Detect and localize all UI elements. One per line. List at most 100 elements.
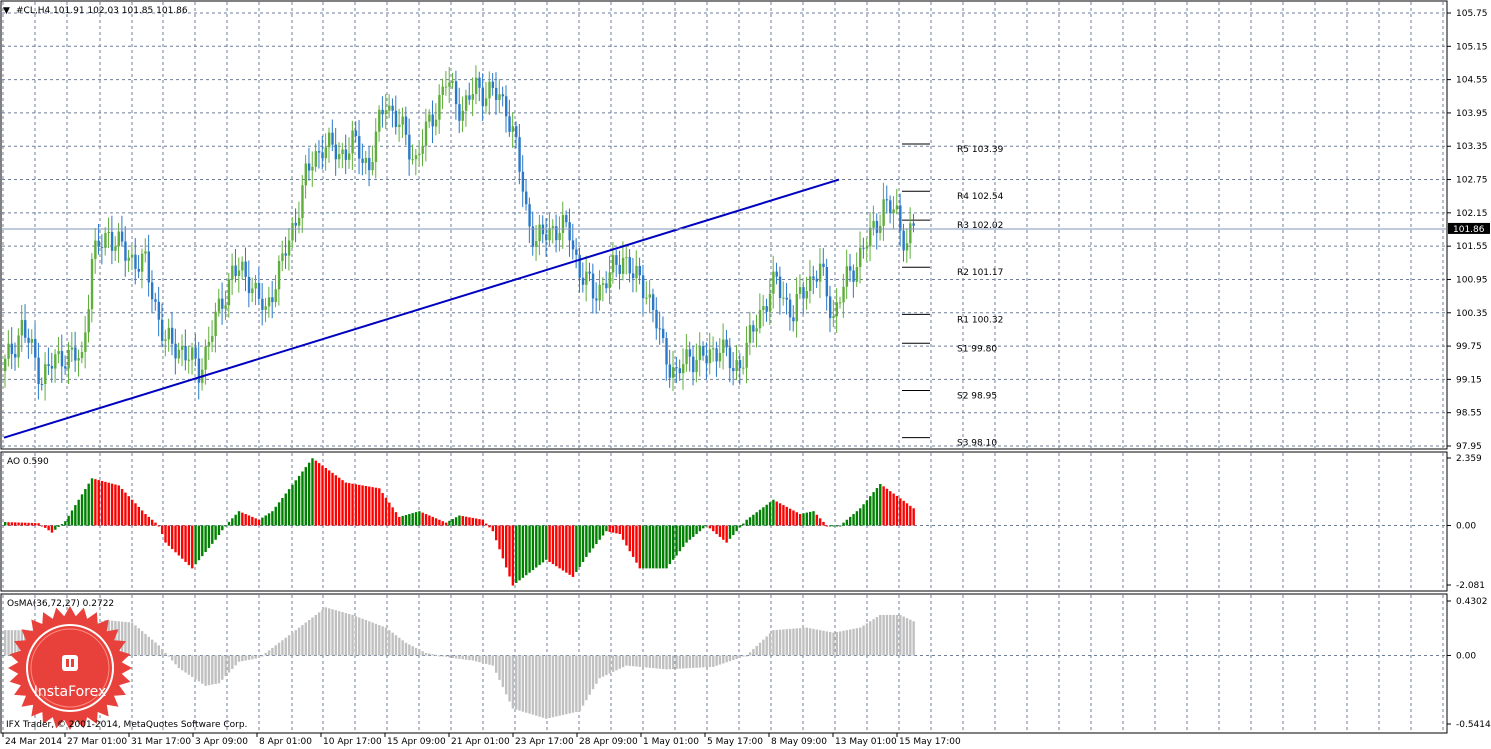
candle-body (7, 343, 10, 359)
histogram-bar (638, 525, 641, 569)
histogram-bar (307, 620, 311, 656)
histogram-bar (10, 522, 14, 526)
histogram-bar (140, 631, 144, 656)
histogram-bar (828, 525, 832, 527)
histogram-bar (448, 655, 451, 658)
candle-body (77, 358, 80, 361)
histogram-bar (177, 525, 181, 556)
histogram-bar (10, 630, 14, 656)
ao-tick-label: 0.00 (1456, 521, 1476, 531)
candle-body (478, 77, 481, 88)
histogram-bar (24, 522, 27, 526)
histogram-bar (60, 524, 64, 526)
candle-body (531, 226, 535, 247)
price-panel[interactable]: R5 103.39 R4 102.54 R3 102.02 R2 101.17 R1 1… (0, 0, 1490, 452)
histogram-bar (154, 522, 157, 526)
histogram-bar (698, 525, 702, 532)
candle-body (117, 231, 120, 247)
histogram-bar (134, 503, 137, 526)
histogram-bar (348, 483, 351, 526)
histogram-bar (458, 515, 461, 526)
histogram-bar (247, 655, 251, 660)
candle-body (608, 272, 611, 289)
histogram-bar (264, 652, 267, 656)
candle-body (224, 305, 227, 309)
osma-tick-label: -0.5414 (1456, 720, 1491, 730)
histogram-bar (164, 652, 167, 656)
histogram-bar (391, 632, 394, 656)
histogram-bar (555, 525, 558, 567)
candle-body (348, 153, 351, 160)
histogram-bar (541, 655, 545, 718)
histogram-bar (555, 655, 558, 717)
candle-body (391, 105, 394, 111)
candle-body (875, 220, 879, 233)
histogram-bar (368, 621, 371, 656)
histogram-bar (695, 525, 698, 535)
histogram-bar (411, 646, 414, 656)
histogram-bar (464, 655, 468, 660)
histogram-bar (64, 521, 67, 526)
candle-body (621, 257, 625, 274)
candle-body (661, 328, 665, 339)
candle-body (80, 351, 84, 359)
candle-body (501, 94, 505, 97)
histogram-bar (50, 525, 54, 533)
histogram-bar (641, 655, 645, 668)
candle-body (828, 296, 832, 319)
histogram-bar (327, 470, 331, 526)
histogram-bar (541, 525, 545, 563)
candle-body (852, 270, 855, 282)
histogram-bar (755, 645, 758, 656)
candle-body (762, 306, 765, 310)
time-tick-label: 28 Apr 09:00 (579, 737, 638, 747)
histogram-bar (157, 525, 161, 527)
candle-body (618, 264, 621, 274)
time-tick-label: 8 Apr 01:00 (259, 737, 312, 747)
histogram-bar (535, 655, 538, 716)
histogram-bar (130, 499, 134, 526)
candle-body (635, 265, 638, 279)
histogram-bar (197, 525, 201, 561)
histogram-bar (745, 655, 748, 657)
histogram-bar (454, 655, 458, 659)
histogram-bar (905, 618, 909, 656)
candle-body (461, 110, 464, 121)
histogram-bar (294, 630, 297, 656)
candle-body (217, 298, 221, 312)
histogram-bar (581, 525, 585, 562)
histogram-bar (324, 607, 328, 656)
histogram-bar (37, 523, 40, 526)
candle-body (745, 342, 748, 368)
candle-body (104, 233, 107, 248)
histogram-bar (14, 522, 17, 526)
candle-body (772, 271, 775, 294)
histogram-bar (438, 519, 441, 526)
histogram-bar (788, 628, 792, 656)
histogram-bar (805, 627, 808, 656)
trendline[interactable] (3, 178, 840, 439)
histogram-bar (762, 507, 765, 526)
histogram-bar (859, 627, 862, 656)
candle-body (712, 348, 715, 350)
histogram-bar (191, 655, 194, 677)
histogram-bar (464, 516, 468, 526)
candle-body (605, 283, 608, 289)
osma-panel[interactable]: 0.4302 0.00 -0.5414 OsMA(36,72,27) 0.2722 (0, 593, 1491, 734)
histogram-bar (244, 514, 247, 526)
osma-tick-label: 0.4302 (1456, 597, 1488, 607)
candle-body (34, 338, 37, 358)
symbol-menu-arrow-icon[interactable]: ▼ (3, 6, 10, 16)
histogram-bar (698, 655, 702, 668)
candle-body (722, 339, 725, 353)
histogram-bar (531, 525, 535, 571)
histogram-bar (772, 630, 775, 656)
candle-body (277, 261, 281, 290)
ao-panel[interactable]: 2.359 0.00 -2.081 AO 0.590 (0, 451, 1485, 592)
histogram-bar (234, 655, 237, 666)
histogram-bar (147, 636, 151, 656)
candle-body (651, 294, 655, 310)
histogram-bar (849, 516, 852, 526)
candle-body (47, 364, 50, 366)
